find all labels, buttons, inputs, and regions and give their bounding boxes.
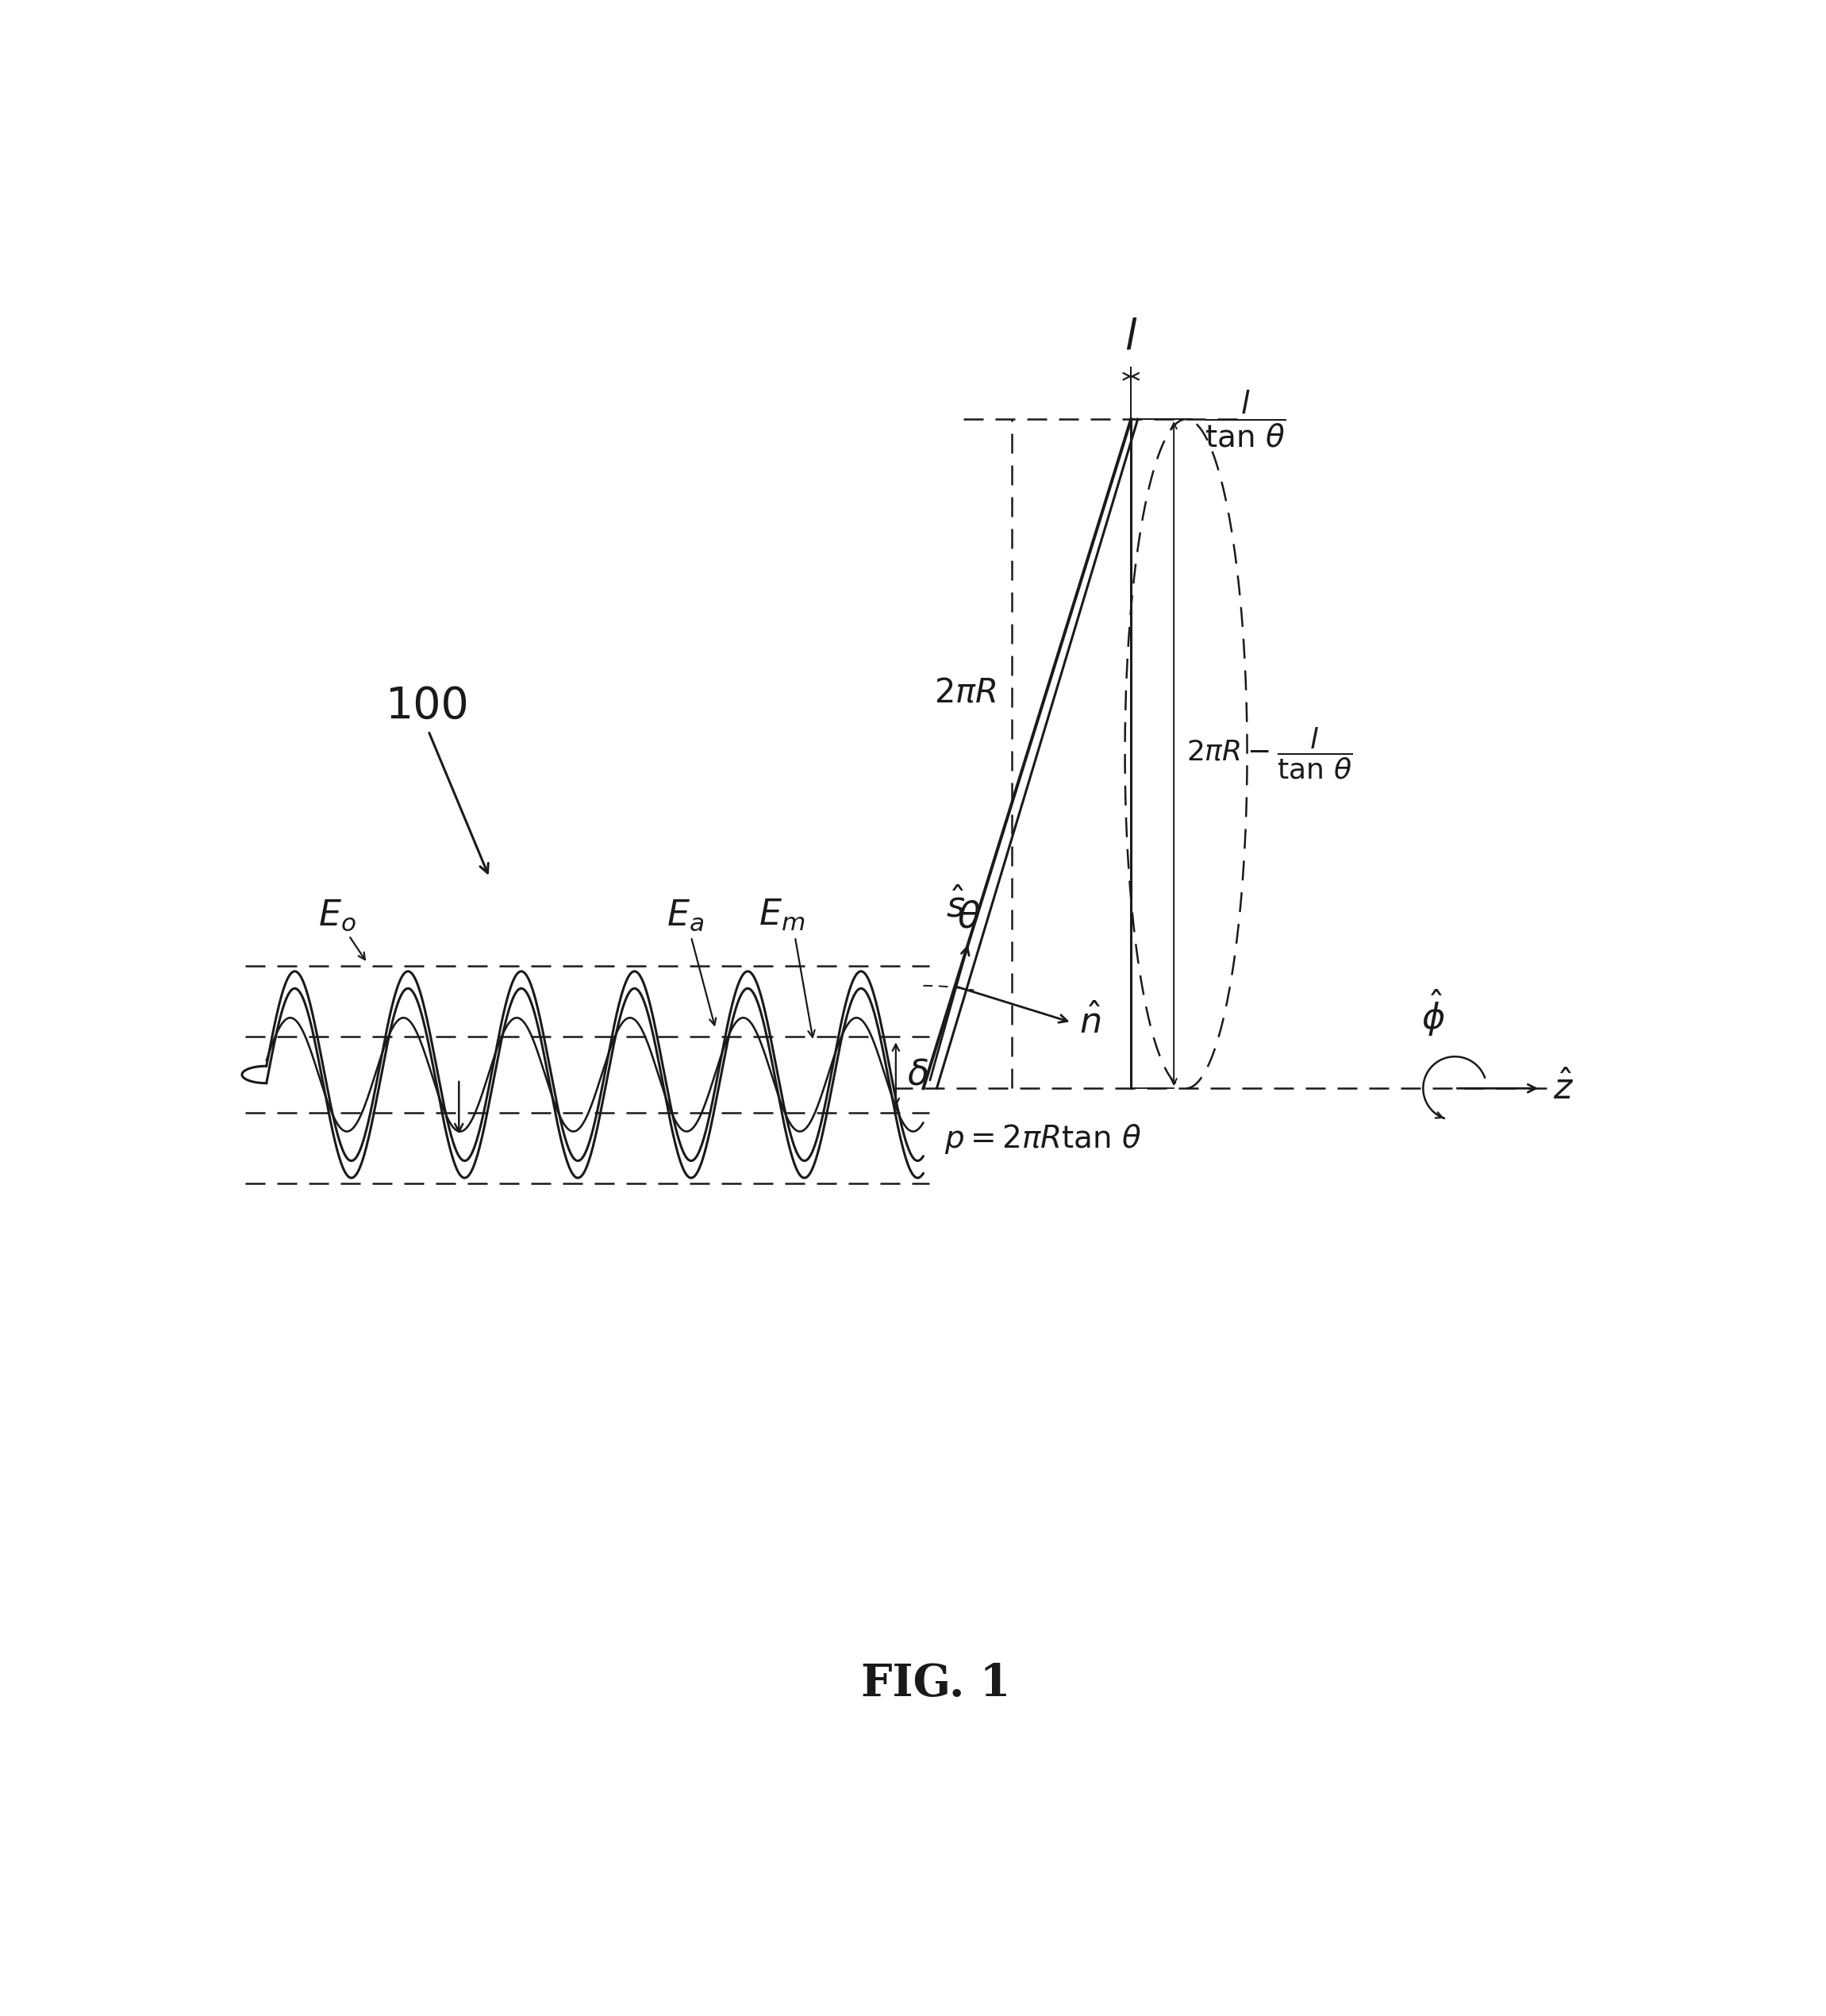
Text: $E_m$: $E_m$ — [758, 897, 805, 933]
Text: $\theta$: $\theta$ — [957, 899, 981, 935]
Text: $\delta$: $\delta$ — [908, 1058, 928, 1093]
Text: $\dfrac{l}{\tan\,\theta}$: $\dfrac{l}{\tan\,\theta}$ — [1205, 389, 1286, 450]
Text: $\hat{n}$: $\hat{n}$ — [1079, 1004, 1101, 1040]
Text: $E_o$: $E_o$ — [318, 897, 356, 933]
Text: $l$: $l$ — [1125, 319, 1138, 359]
Text: $\hat{z}$: $\hat{z}$ — [1552, 1070, 1574, 1107]
Text: $\hat{\phi}$: $\hat{\phi}$ — [1422, 988, 1446, 1038]
Text: $2\pi R$: $2\pi R$ — [935, 675, 997, 710]
Text: $2\pi R - \dfrac{l}{\tan\,\theta}$: $2\pi R - \dfrac{l}{\tan\,\theta}$ — [1187, 726, 1351, 782]
Text: 100: 100 — [385, 685, 469, 728]
Text: $E_a$: $E_a$ — [666, 897, 705, 933]
Text: FIG. 1: FIG. 1 — [860, 1663, 1010, 1706]
Text: $p = 2\pi R\tan\,\theta$: $p = 2\pi R\tan\,\theta$ — [944, 1123, 1143, 1155]
Text: $\hat{s}$: $\hat{s}$ — [946, 887, 966, 923]
